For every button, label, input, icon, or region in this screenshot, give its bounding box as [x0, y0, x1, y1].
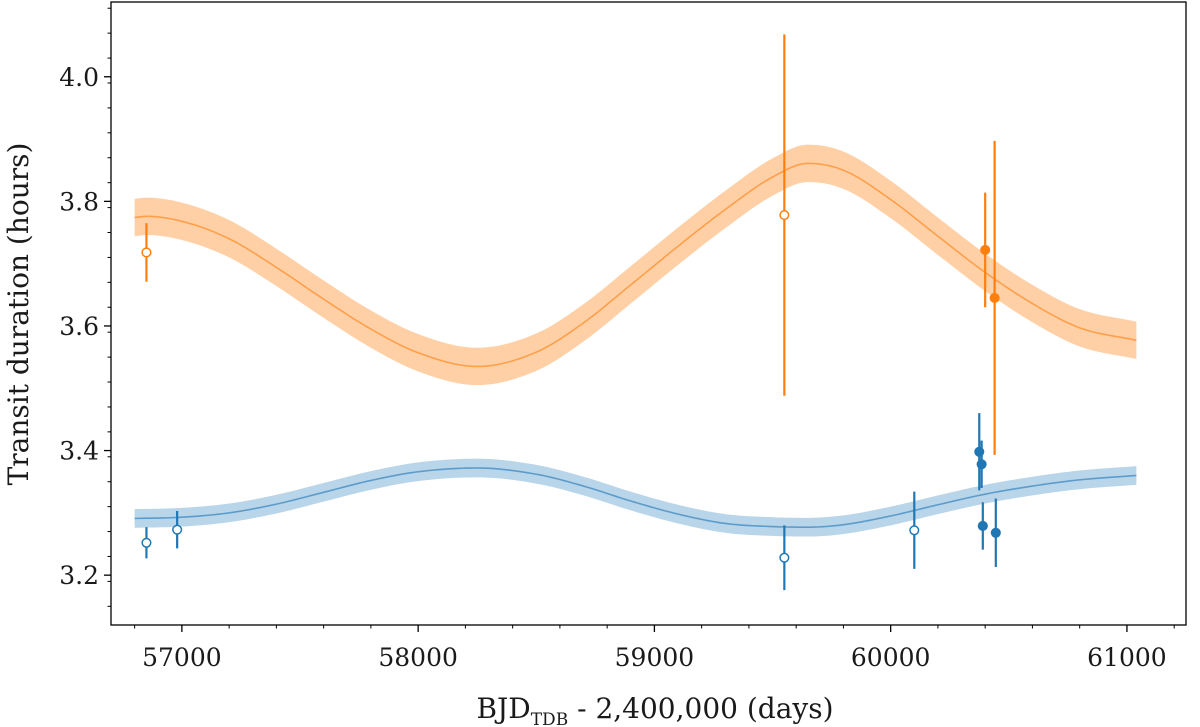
x-tick-label: 60000 [851, 643, 931, 672]
y-axis-label: Transit duration (hours) [2, 143, 35, 486]
data-marker [779, 552, 790, 563]
data-marker [989, 292, 1000, 303]
data-point [977, 502, 988, 550]
data-marker [141, 247, 152, 258]
data-point [141, 527, 152, 559]
x-tick-label: 61000 [1087, 643, 1167, 672]
data-marker [980, 244, 991, 256]
x-axis-label-subscript: TDB [531, 710, 568, 727]
data-marker [909, 525, 920, 536]
x-tick-label: 58000 [378, 643, 458, 672]
model-lines [134, 162, 1137, 528]
data-marker [976, 459, 987, 470]
data-point [779, 34, 790, 396]
y-tick-label: 3.2 [59, 561, 99, 590]
data-marker [172, 524, 183, 535]
data-point [990, 498, 1001, 568]
data-point [172, 510, 183, 549]
model-line [134, 162, 1137, 368]
model-uncertainty-band [134, 144, 1137, 386]
data-point [141, 223, 152, 282]
y-axis: 3.2 3.4 3.6 3.8 4.0 [59, 7, 111, 607]
data-marker [141, 537, 152, 548]
x-axis-label-main: BJD [476, 692, 530, 725]
data-point [989, 140, 1000, 455]
y-tick-label: 3.4 [59, 437, 99, 466]
plot-frame [110, 1, 1187, 626]
data-points [141, 34, 1001, 591]
data-marker [990, 527, 1001, 538]
y-tick-label: 4.0 [59, 63, 99, 92]
x-tick-label: 59000 [615, 643, 695, 672]
y-tick-label: 3.8 [59, 187, 99, 216]
data-point [779, 525, 790, 591]
model-line [134, 467, 1137, 528]
data-marker [779, 210, 790, 221]
y-tick-label: 3.6 [59, 312, 99, 341]
x-axis-label: BJDTDB - 2,400,000 (days) [476, 692, 833, 727]
x-tick-label: 57000 [142, 643, 222, 672]
data-point [976, 440, 987, 488]
x-axis-label-suffix: - 2,400,000 (days) [568, 692, 833, 725]
x-axis: 57000 58000 59000 60000 61000 [134, 625, 1175, 672]
data-marker [977, 520, 988, 531]
data-point [980, 192, 991, 308]
data-point [909, 491, 920, 569]
